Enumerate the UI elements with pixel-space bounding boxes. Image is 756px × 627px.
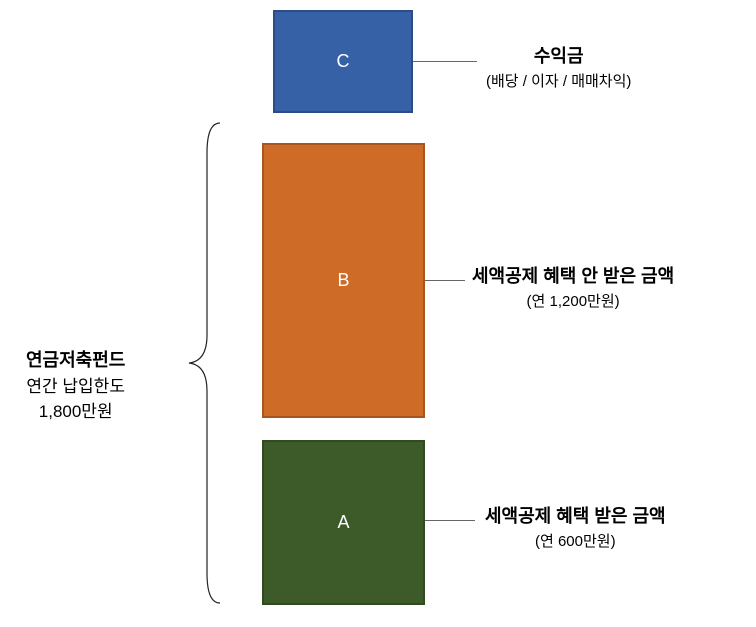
brace-icon	[175, 118, 235, 608]
left-label: 연금저축펀드 연간 납입한도 1,800만원	[26, 346, 125, 422]
block-a: A	[262, 440, 425, 605]
block-c-letter: C	[337, 51, 350, 72]
connector-b	[425, 280, 465, 281]
left-label-line3: 1,800만원	[26, 397, 125, 422]
label-c: 수익금 (배당 / 이자 / 매매차익)	[486, 42, 631, 91]
block-a-letter: A	[337, 512, 349, 533]
connector-c	[413, 61, 477, 62]
label-a-title: 세액공제 혜택 받은 금액	[485, 502, 666, 528]
label-b-sub: (연 1,200만원)	[472, 290, 674, 311]
connector-a	[425, 520, 475, 521]
left-label-title: 연금저축펀드	[26, 346, 125, 372]
label-b: 세액공제 혜택 안 받은 금액 (연 1,200만원)	[472, 262, 674, 311]
label-a: 세액공제 혜택 받은 금액 (연 600만원)	[485, 502, 666, 551]
block-b: B	[262, 143, 425, 418]
label-c-title: 수익금	[486, 42, 631, 68]
label-c-sub: (배당 / 이자 / 매매차익)	[486, 70, 631, 91]
label-b-title: 세액공제 혜택 안 받은 금액	[472, 262, 674, 288]
label-a-sub: (연 600만원)	[485, 530, 666, 551]
block-b-letter: B	[337, 270, 349, 291]
left-label-line2: 연간 납입한도	[26, 372, 125, 397]
block-c: C	[273, 10, 413, 113]
